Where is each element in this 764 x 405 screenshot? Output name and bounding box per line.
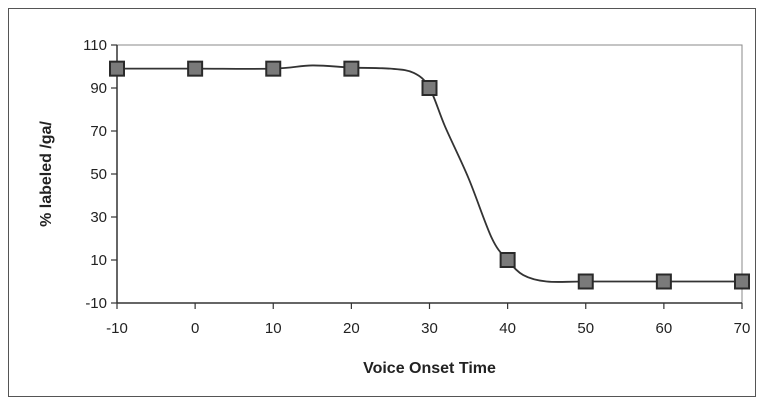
data-point — [187, 60, 204, 77]
series-line — [117, 64, 742, 283]
data-point — [655, 273, 672, 290]
y-tick-label: 110 — [83, 37, 107, 54]
y-axis-title: % labeled /ga/ — [38, 121, 55, 227]
x-tick-label: 0 — [191, 320, 199, 337]
x-tick-label: 10 — [265, 320, 282, 337]
x-axis-title: Voice Onset Time — [363, 360, 496, 377]
y-tick-label: 10 — [90, 252, 107, 269]
x-tick-label: 20 — [343, 320, 360, 337]
data-point — [734, 273, 750, 290]
y-tick-label: 90 — [90, 80, 107, 97]
data-point — [343, 60, 360, 77]
chart-frame: 110 90 70 50 30 10 -10 -10 0 10 20 30 40 50 60 70 % lab… — [8, 8, 756, 397]
x-tick-label: 50 — [577, 320, 594, 337]
x-tick-label: 60 — [656, 320, 673, 337]
y-tick-label: 30 — [90, 209, 107, 226]
x-tick-label: 40 — [499, 320, 516, 337]
data-point — [265, 60, 282, 77]
plot-area: 110 90 70 50 30 10 -10 -10 0 10 20 30 40 50 60 70 — [83, 37, 750, 337]
data-point — [109, 60, 125, 77]
x-tick-label: 70 — [734, 320, 751, 337]
chart: 110 90 70 50 30 10 -10 -10 0 10 20 30 40 50 60 70 % lab… — [38, 37, 750, 377]
y-tick-label: 70 — [90, 123, 107, 140]
y-tick-label: 50 — [90, 166, 107, 183]
y-tick-label: -10 — [85, 295, 107, 312]
x-tick-label: 30 — [421, 320, 438, 337]
data-point — [577, 273, 594, 290]
data-point — [499, 252, 516, 268]
x-tick-label: -10 — [106, 320, 128, 337]
data-point — [421, 80, 438, 96]
